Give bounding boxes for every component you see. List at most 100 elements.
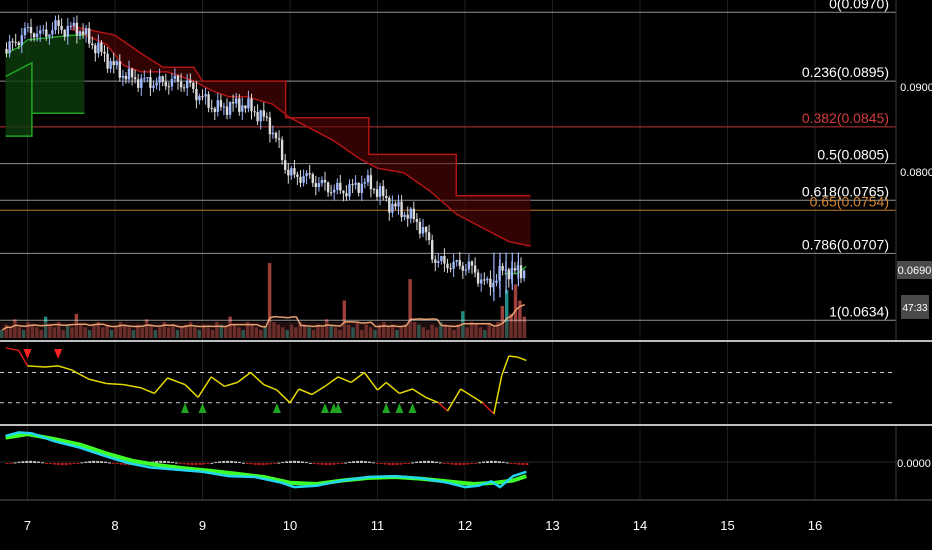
buy-signal-marker [395, 403, 404, 413]
macd-hist-bar [458, 463, 462, 466]
candle-body [127, 68, 131, 80]
candle-body [130, 68, 134, 78]
support-inner-line [5, 34, 85, 55]
macd-hist-bar [371, 462, 375, 464]
fib-label-1: 1(0.0634) [829, 303, 889, 319]
time-axis[interactable]: 7 8 9 10 11 12 13 14 15 16 [24, 518, 822, 533]
candle-body [461, 265, 464, 271]
oscillator-line [5, 347, 527, 415]
countdown-tag [901, 295, 929, 319]
time-label-7: 7 [24, 518, 31, 533]
macd-hist-bar [336, 463, 340, 465]
macd-hist-bar [450, 463, 454, 465]
macd-hist-bar [25, 460, 29, 463]
macd-hist-bar [430, 461, 434, 463]
candle-body [369, 175, 373, 190]
candle-body [167, 86, 170, 88]
candle-body [501, 266, 504, 271]
oscillator-segment [363, 372, 379, 391]
candle-body [29, 26, 33, 34]
candle-body [280, 139, 284, 161]
candle-body [449, 268, 452, 270]
oscillator-segment [57, 365, 72, 371]
price-axis[interactable]: 0.0900 0.0800 0.0690 47:33 [895, 0, 932, 340]
oscillator-pane[interactable] [0, 347, 896, 415]
macd-hist-bar [363, 461, 367, 463]
macd-hist-bar [72, 463, 76, 464]
macd-hist-bar [84, 461, 88, 463]
macd-hist-bar [80, 462, 84, 464]
macd-pane[interactable]: 0.0000 [0, 426, 931, 500]
macd-hist-bar [277, 462, 281, 464]
candle-body [345, 193, 348, 197]
candle-body [210, 107, 213, 109]
candle-body [357, 182, 360, 193]
candle-body [186, 80, 189, 88]
candle-body [293, 168, 296, 175]
buy-signal-marker [198, 403, 207, 413]
candle-body [222, 106, 226, 108]
price-candles [5, 15, 526, 302]
time-label-13: 13 [545, 518, 559, 533]
fib-label-0.618: 0.618(0.0765) [802, 183, 889, 199]
oscillator-segment [224, 381, 238, 388]
candle-body [112, 61, 115, 66]
buy-signal-marker [272, 403, 281, 413]
oscillator-segment [184, 384, 199, 398]
oscillator-segment [501, 355, 510, 376]
candle-body [225, 106, 229, 115]
price-pane[interactable]: 0(0.0970) 0.236(0.0895) 0.382(0.0845) 0.5(0… [0, 0, 896, 339]
macd-hist-bar [100, 461, 104, 463]
time-label-14: 14 [633, 518, 647, 533]
macd-hist-bar [356, 460, 360, 463]
oscillator-segment [493, 375, 503, 414]
macd-hist-bar [68, 463, 72, 465]
macd-hist-bar [399, 463, 403, 465]
support-bottom-line [5, 113, 33, 137]
macd-hist-bar [474, 463, 478, 464]
candle-body [201, 96, 204, 98]
candle-body [409, 208, 412, 219]
candle-body [235, 98, 238, 104]
oscillator-segment [210, 376, 225, 387]
fib-label-0: 0(0.0970) [829, 0, 889, 11]
volume-bar [500, 305, 504, 338]
candle-body [158, 76, 161, 83]
macd-hist-bar [56, 463, 60, 465]
macd-hist-bar [379, 463, 383, 464]
fib-label-0.65: 0.65(0.0754) [810, 193, 889, 209]
candle-body [489, 278, 492, 288]
macd-hist-bar [111, 463, 115, 464]
current-price-text: 0.0690 [898, 265, 932, 277]
buy-signal-marker [334, 403, 343, 413]
candle-body [247, 98, 250, 109]
macd-hist-bar [289, 460, 293, 463]
candle-body [60, 25, 63, 30]
candle-body [308, 173, 311, 175]
candle-body [342, 190, 345, 194]
macd-hist-bar [186, 463, 190, 465]
candle-body [378, 186, 382, 197]
macd-hist-bar [493, 460, 497, 463]
candle-body [109, 61, 112, 69]
macd-hist-bar [470, 463, 474, 464]
macd-hist-bar [92, 460, 96, 463]
candle-body [63, 29, 66, 37]
candle-body [443, 256, 446, 264]
candle-body [437, 261, 440, 263]
candle-body [103, 51, 106, 54]
macd-hist-bar [222, 461, 226, 463]
macd-hist-bar [104, 461, 108, 463]
candle-body [363, 182, 366, 184]
sell-signal-marker [23, 349, 32, 359]
candle-body [39, 30, 42, 34]
candle-body [94, 45, 97, 54]
sell-signal-marker [54, 349, 63, 359]
candle-body [314, 183, 317, 187]
macd-hist-bar [163, 460, 167, 463]
candle-body [54, 20, 57, 31]
macd-hist-bar [123, 463, 127, 466]
macd-hist-bar [434, 461, 438, 463]
macd-hist-bar [33, 461, 37, 463]
